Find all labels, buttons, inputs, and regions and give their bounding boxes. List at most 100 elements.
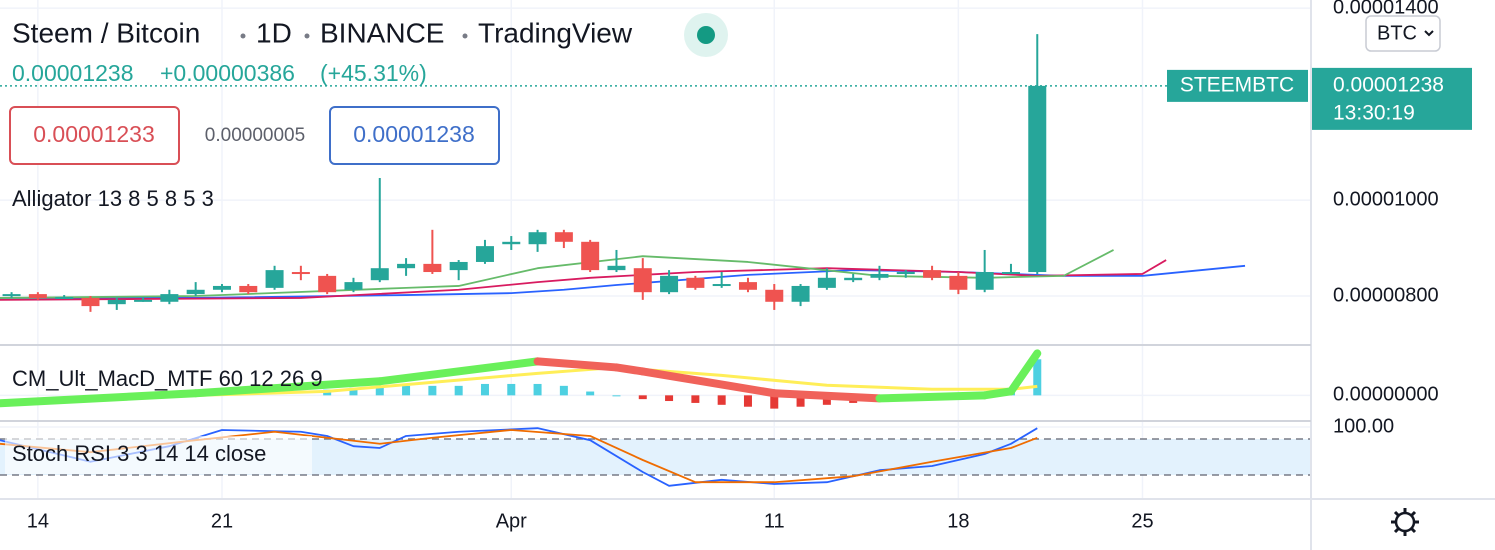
candle-body [896,272,915,275]
bid[interactable]: 0.00001233 [33,121,155,147]
candle-body [791,285,810,302]
candle-body [370,268,389,281]
candle-body [265,270,284,288]
symbol: Steem / Bitcoin [12,17,200,48]
y-tick-label: 0.00001000 [1333,188,1439,210]
candle-body [134,299,153,302]
interval: 1D [256,17,292,48]
candle-body [738,282,757,290]
candle-body [817,277,836,288]
change-percent: (+45.31%) [320,60,427,86]
macd-histogram-bar [743,395,752,407]
macd-line-segment [612,363,647,376]
separator-dot [240,33,246,39]
candle-body [28,294,47,298]
candle-body [81,297,100,307]
plot [0,34,1310,487]
change: +0.00000386 [160,60,295,86]
indicator-title: Alligator 13 8 5 8 5 3 [12,186,214,211]
candle-body [239,285,258,293]
candle-body [502,241,521,245]
source: TradingView [478,17,633,48]
candle-body [344,282,363,290]
candle-body [449,261,468,271]
settings-icon[interactable] [1391,508,1419,536]
macd-histogram-bar [1033,359,1042,396]
x-tick-label: 14 [27,510,49,532]
candle-body [318,275,337,293]
macd-line-segment [770,389,884,403]
indicator-title: CM_Ult_MacD_MTF 60 12 26 9 [12,366,323,391]
macd-histogram-bar [665,395,674,402]
price-tag [1312,67,1472,130]
candle-body [844,277,863,281]
price-tag-countdown: 13:30:19 [1333,101,1415,124]
candle-body [291,272,310,275]
macd-histogram-bar [586,391,595,396]
candle-body [397,263,416,269]
macd-histogram-bar [349,387,358,396]
separator-dot [304,33,310,39]
candle-body [186,289,205,295]
macd-line-segment [0,389,200,408]
macd-histogram-bar [717,395,726,405]
candle-body [2,294,21,297]
y-tick-label: 0.00001400 [1333,0,1439,18]
chevron [1424,30,1434,37]
candle-body [765,289,784,302]
macd-histogram-bar [822,395,831,405]
status-dot [697,26,715,44]
macd-histogram-bar [638,395,647,400]
signal-line [0,365,1038,403]
macd-histogram-bar [612,395,621,397]
candle-body [975,272,994,290]
macd-histogram-bar [691,395,700,403]
bid-box[interactable] [9,106,180,165]
candle-body [686,277,705,288]
candle-body [554,232,573,242]
candle-body [712,284,731,287]
title-backdrop [5,436,312,474]
separator-dot [462,33,468,39]
ask-box[interactable] [329,106,500,165]
symbol-tag [1167,69,1308,102]
spread: 0.00000005 [205,125,305,146]
candle-body [528,232,547,245]
macd-histogram-bar [402,385,411,396]
y-tick-label: 0.00000000 [1333,384,1439,406]
candle-body [607,265,626,271]
candle-body [870,273,889,278]
ask[interactable]: 0.00001238 [353,121,475,147]
x-tick-label: 25 [1131,510,1153,532]
price-tag-value: 0.00001238 [1333,73,1444,96]
currency[interactable]: BTC [1377,22,1417,44]
candle-body [1001,272,1020,275]
x-tick-label: 18 [947,510,969,532]
y-tick-label: 100.00 [1333,415,1394,437]
candle-body [923,270,942,278]
macd-line-segment [375,357,542,386]
candle-body [160,294,179,302]
macd-histogram-bar [428,385,437,396]
macd-histogram-bar [375,387,384,396]
macd-line-segment [1006,349,1042,396]
macd-histogram-bar [796,395,805,407]
candle-body [1028,85,1047,273]
candle-body [949,275,968,290]
y-tick-label: 0.00000800 [1333,284,1439,306]
candle-body [633,268,652,293]
macd-histogram-bar [770,395,779,409]
macd-line-segment [980,387,1015,400]
macd-histogram-bar [454,385,463,396]
macd-line-segment [191,377,384,398]
candle-body [212,285,231,290]
candle-body [581,241,600,271]
macd-histogram-bar [507,383,516,396]
stoch-line [0,429,1038,484]
macd-line-segment [875,391,989,403]
last-price: 0.00001238 [12,60,134,86]
macd-histogram-bar [480,383,489,396]
candle-body [423,263,442,273]
currency-select[interactable] [1365,15,1441,52]
